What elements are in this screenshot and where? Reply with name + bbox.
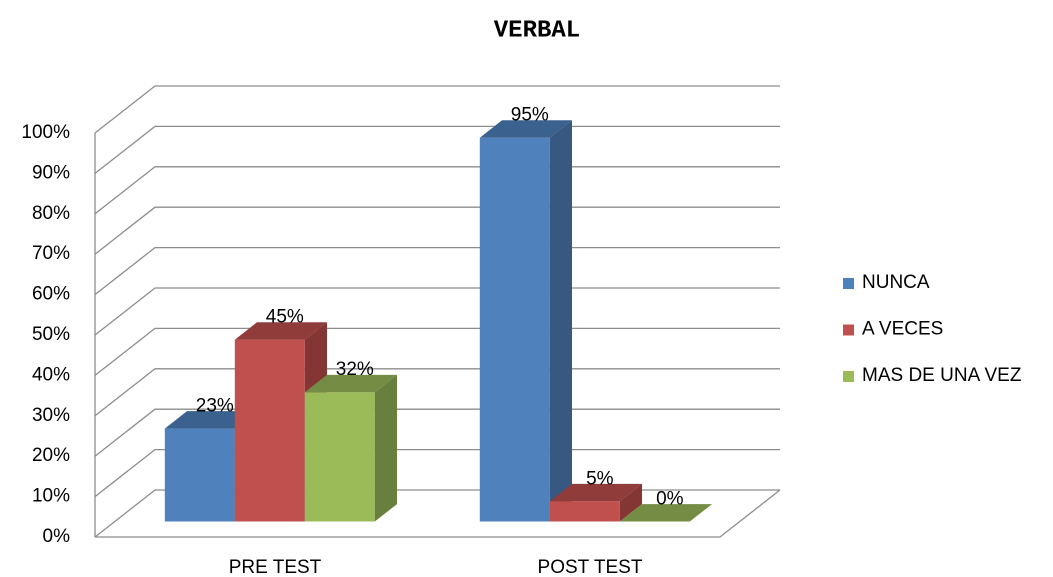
- bar-front: [164, 428, 235, 522]
- data-label: 23%: [196, 396, 234, 417]
- y-tick-label: 30%: [32, 405, 70, 426]
- bar-side: [549, 120, 572, 522]
- bar-top: [304, 374, 397, 393]
- y-tick-label: 100%: [21, 122, 70, 143]
- data-label: 45%: [266, 307, 304, 328]
- bar: [549, 483, 642, 522]
- bar-side: [374, 374, 397, 522]
- data-label: 32%: [336, 359, 374, 380]
- bar-top: [234, 322, 327, 340]
- bar-top: [164, 411, 257, 429]
- bar-top: [619, 504, 712, 522]
- grid-line: [94, 85, 780, 134]
- y-tick-label: 10%: [32, 486, 70, 507]
- bar-top: [479, 120, 572, 138]
- y-tick-label: 0%: [43, 526, 71, 547]
- floor: [95, 489, 781, 538]
- bar: [619, 504, 712, 522]
- data-label: 95%: [511, 105, 549, 126]
- y-tick-label: 60%: [32, 284, 70, 305]
- bar-side: [619, 483, 642, 522]
- y-tick-label: 80%: [32, 203, 70, 224]
- bar-top: [549, 483, 642, 502]
- y-tick-label: 50%: [32, 324, 70, 345]
- legend-label: NUNCA: [862, 272, 930, 293]
- y-tick-label: 40%: [32, 364, 70, 385]
- bar: [479, 120, 572, 522]
- x-tick-label: PRE TEST: [229, 557, 322, 577]
- bar-front: [479, 137, 550, 522]
- legend-label: MAS DE UNA VEZ: [862, 365, 1022, 386]
- y-tick-label: 70%: [32, 243, 70, 264]
- bar-front: [234, 339, 305, 522]
- bar-front: [549, 501, 620, 522]
- legend-swatch: [843, 371, 854, 382]
- chart-title: VERBAL: [494, 17, 580, 44]
- legend-label: A VECES: [862, 319, 943, 340]
- data-label: 0%: [656, 489, 684, 510]
- legend-swatch: [843, 324, 854, 336]
- legend-swatch: [843, 278, 854, 289]
- data-label: 5%: [586, 468, 614, 489]
- y-tick-label: 20%: [32, 445, 70, 466]
- y-tick-label: 90%: [32, 162, 70, 183]
- bar: [304, 374, 397, 522]
- x-tick-label: POST TEST: [538, 557, 643, 577]
- bar-front: [304, 392, 375, 522]
